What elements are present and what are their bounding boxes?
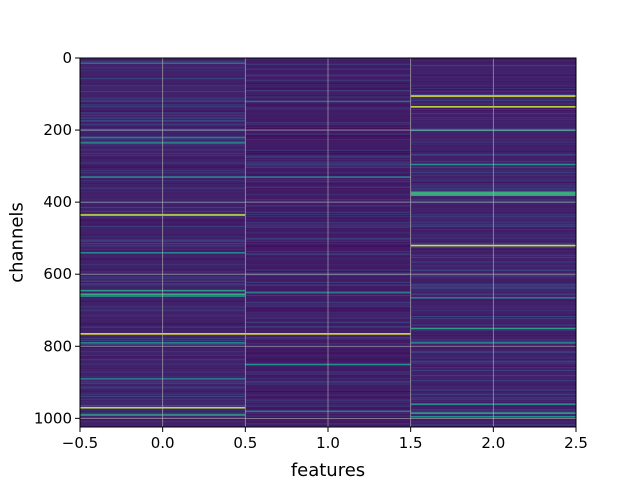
x-axis-label: features bbox=[291, 460, 365, 480]
x-tick-label: −0.5 bbox=[62, 434, 98, 452]
y-axis-ticks: 0 200 400 600 800 1000 bbox=[34, 49, 80, 427]
y-tick-label: 0 bbox=[62, 49, 72, 67]
y-tick-label: 1000 bbox=[34, 409, 72, 427]
y-tick-label: 200 bbox=[43, 121, 72, 139]
x-tick-label: 2.5 bbox=[564, 434, 588, 452]
y-tick-label: 600 bbox=[43, 265, 72, 283]
y-axis-label: channels bbox=[6, 202, 27, 283]
x-tick-label: 2.0 bbox=[481, 434, 505, 452]
x-tick-label: 1.5 bbox=[399, 434, 423, 452]
x-axis-ticks: −0.5 0.0 0.5 1.0 1.5 2.0 2.5 bbox=[62, 427, 588, 452]
y-tick-label: 400 bbox=[43, 193, 72, 211]
x-tick-label: 1.0 bbox=[316, 434, 340, 452]
x-tick-label: 0.0 bbox=[151, 434, 175, 452]
x-tick-label: 0.5 bbox=[233, 434, 257, 452]
y-tick-label: 800 bbox=[43, 337, 72, 355]
